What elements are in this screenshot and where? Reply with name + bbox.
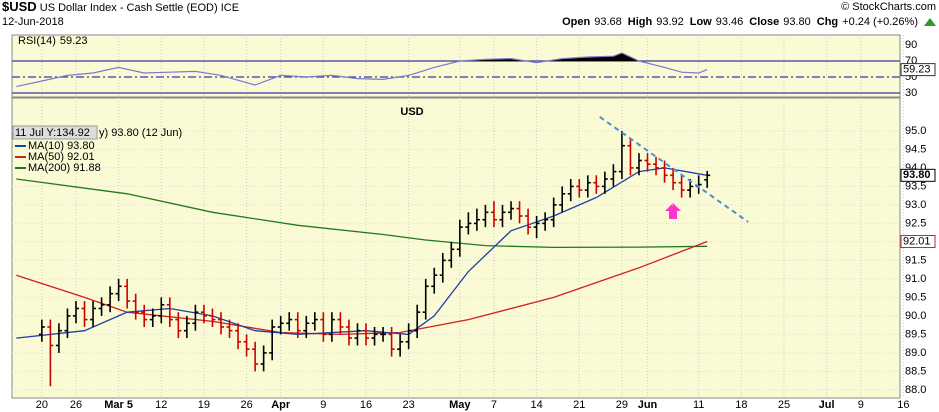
x-tick-label: 26 [240, 399, 252, 411]
price-label: y) 93.80 (12 Jun) [99, 127, 182, 139]
y-tick-label: 94.5 [905, 143, 926, 155]
legend: MA(200) 91.88 [28, 162, 101, 174]
symbol: $USD [2, 0, 37, 14]
quote-value: 93.92 [656, 16, 684, 28]
quote-label: Chg [817, 16, 838, 28]
y-tick-label: 93.5 [905, 180, 926, 192]
y-tick-label: 88.5 [905, 365, 926, 377]
quote-value: 93.68 [594, 16, 622, 28]
exchange: ICE [221, 2, 239, 14]
x-tick-label: 16 [360, 399, 372, 411]
last-value-box [900, 63, 936, 77]
x-tick-label: 11 [693, 399, 704, 411]
x-tick-label: 25 [778, 399, 790, 411]
x-tick-label: 23 [403, 399, 415, 411]
quote-value: 93.80 [783, 16, 811, 28]
legend: MA(50) 92.01 [28, 151, 95, 163]
x-tick-label: May [449, 399, 471, 411]
legend-value: 91.88 [73, 162, 101, 174]
last-value-box [900, 168, 936, 182]
y-tick-label: 89.5 [905, 328, 926, 340]
quote-value: 93.46 [716, 16, 744, 28]
last-value: 93.80 [903, 169, 931, 181]
line [16, 178, 708, 249]
y-tick-label: 95.0 [905, 125, 926, 137]
legend-name: MA(10) [28, 140, 64, 152]
trendline [599, 116, 749, 223]
x-tick-label: 20 [36, 399, 48, 411]
y-tick-label: 90 [905, 39, 917, 51]
legend: MA(10) 93.80 [28, 140, 95, 152]
x-tick-label: Mar 5 [104, 399, 133, 411]
x-tick-label: 26 [70, 399, 82, 411]
y-tick-label: 90.5 [905, 291, 926, 303]
cursor-label: 11 Jul Y:134.92 [15, 127, 90, 139]
legend-name: RSI(14) [18, 35, 56, 47]
quote-label: Low [690, 16, 712, 28]
rsi-panel [11, 34, 901, 98]
y-tick-label: 91.0 [905, 273, 926, 285]
x-tick-label: 14 [530, 399, 542, 411]
y-tick-label: 93.0 [905, 199, 926, 211]
x-tick-label: 7 [491, 399, 497, 411]
y-tick-label: 90.0 [905, 310, 926, 322]
x-tick-label: Jul [819, 399, 835, 411]
x-tick-label: 9 [320, 399, 326, 411]
legend-value: 59.23 [60, 35, 88, 47]
x-tick-label: 29 [616, 399, 628, 411]
legend-name: MA(200) [28, 162, 70, 174]
annotation: USD [400, 106, 423, 118]
last-value: 59.23 [903, 64, 931, 76]
y-tick-label: 91.5 [905, 254, 926, 266]
quote-value: +0.24 (+0.26%) [842, 16, 918, 28]
quote-label: High [628, 16, 653, 28]
quote-label: Close [749, 16, 779, 28]
pink-arrow [665, 203, 681, 219]
x-tick-label: 21 [573, 399, 585, 411]
line [16, 52, 708, 88]
x-tick-label: 19 [198, 399, 210, 411]
quote: Open 93.68 High 93.92 Low 93.46 Close 93.80 Chg +… [562, 16, 918, 28]
y-tick-label: 88.0 [905, 384, 926, 396]
source: © StockCharts.com [841, 1, 936, 13]
header-line: $USD US Dollar Index - Cash Settle (EOD)… [2, 0, 239, 14]
y-tick-label: 89.0 [905, 347, 926, 359]
ma-value-box [900, 235, 936, 249]
x-tick-label: Apr [271, 399, 291, 411]
legend-name: MA(50) [28, 151, 64, 163]
ma-value: 92.01 [903, 235, 931, 247]
x-tick-label: Jun [638, 399, 658, 411]
x-tick-label: 18 [735, 399, 747, 411]
y-tick-label: 92.5 [905, 217, 926, 229]
y-tick-label: 30 [905, 87, 917, 99]
legend: RSI(14) 59.23 [18, 35, 87, 47]
date: 12-Jun-2018 [2, 16, 64, 28]
instrument-name: US Dollar Index - Cash Settle (EOD) [40, 2, 218, 14]
line [16, 240, 708, 336]
x-tick-label: 9 [858, 399, 864, 411]
price-panel [11, 97, 901, 399]
x-tick-label: 16 [897, 399, 909, 411]
change-arrow [924, 18, 936, 26]
quote-label: Open [562, 16, 590, 28]
legend-value: 93.80 [67, 140, 95, 152]
x-tick-label: 12 [155, 399, 167, 411]
legend-value: 92.01 [67, 151, 95, 163]
cursor-box [12, 125, 98, 140]
